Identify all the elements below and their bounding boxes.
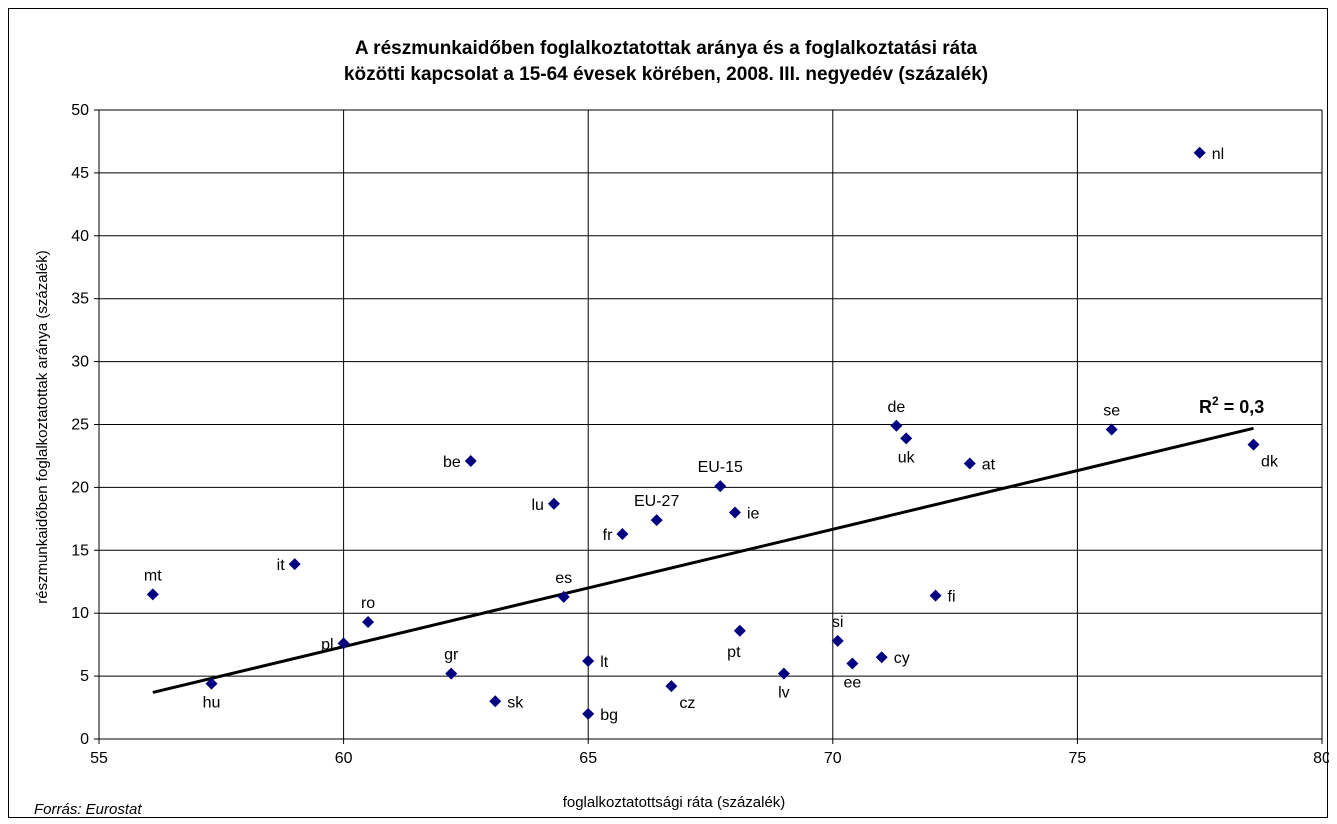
label-de: de [887,399,905,416]
x-tick-label: 75 [1069,750,1087,767]
label-pt: pt [727,644,741,661]
point-es [557,590,570,603]
y-tick-label: 50 [71,102,89,119]
label-at: at [982,456,996,473]
point-fi [929,589,942,602]
label-ee: ee [843,675,861,692]
label-ie: ie [747,506,760,523]
point-be [464,454,477,467]
point-bg [582,707,595,720]
point-at [963,457,976,470]
y-tick-label: 5 [80,668,89,685]
point-pt [733,624,746,637]
label-hu: hu [203,695,221,712]
point-labels: mt hu it pl ro gr be sk lu es lt bg fr EU-27 cz EU-15 ie… [144,146,1279,724]
point-ro [362,616,375,629]
point-se [1105,423,1118,436]
label-gr: gr [444,647,459,664]
trendline-group [152,426,1254,694]
x-tick-label: 65 [579,750,597,767]
point-nl [1193,146,1206,159]
y-tick-label: 15 [71,542,89,559]
point-hu [205,677,218,690]
point-eu-27 [650,514,663,527]
label-sk: sk [507,694,524,711]
point-lv [777,667,790,680]
x-tick-label: 60 [335,750,353,767]
y-tick-label: 35 [71,291,89,308]
y-tick-label: 10 [71,605,89,622]
y-tick-label: 40 [71,228,89,245]
point-si [831,634,844,647]
point-mt [146,588,159,601]
label-cz: cz [679,695,695,712]
point-de [890,419,903,432]
point-sk [489,695,502,708]
scatter-chart: 0 5 10 15 20 25 30 35 40 45 50 55 60 65 70 75 80 mt hu it p… [34,38,1329,818]
y-tick-label: 45 [71,165,89,182]
point-eu-15 [714,480,727,493]
label-es: es [555,570,572,587]
label-be: be [443,454,461,471]
label-ro: ro [361,595,375,612]
axes [94,109,1323,744]
chart-title-line-2: közötti kapcsolat a 15-64 évesek körében… [344,64,988,85]
label-uk: uk [898,449,916,466]
point-lu [547,497,560,510]
label-eu-27: EU-27 [634,493,679,510]
chart-title-line-1: A részmunkaidőben foglalkoztatottak arán… [355,38,978,59]
x-tick-label: 70 [824,750,842,767]
trendline [152,426,1254,694]
point-cy [875,651,888,664]
chart-frame: 0 5 10 15 20 25 30 35 40 45 50 55 60 65 70 75 80 mt hu it p… [8,8,1329,818]
point-gr [445,667,458,680]
point-ee [846,657,859,670]
gridlines [99,109,1323,739]
source-note: Forrás: Eurostat [34,801,142,818]
label-lv: lv [778,685,790,702]
label-nl: nl [1212,146,1224,163]
label-fr: fr [603,527,613,544]
label-mt: mt [144,567,162,584]
label-dk: dk [1261,454,1279,471]
x-axis-label: foglalkoztatottsági ráta (százalék) [563,794,786,811]
label-it: it [277,557,286,574]
point-ie [728,506,741,519]
tick-labels: 0 5 10 15 20 25 30 35 40 45 50 55 60 65 70 75 80 [71,102,1329,767]
data-points [146,146,1260,720]
y-tick-label: 30 [71,354,89,371]
x-tick-label: 80 [1313,750,1329,767]
label-cy: cy [894,650,910,667]
point-dk [1247,438,1260,451]
point-fr [616,527,629,540]
point-lt [582,655,595,668]
y-tick-label: 25 [71,417,89,434]
y-tick-label: 0 [80,731,89,748]
point-uk [900,432,913,445]
point-it [288,558,301,571]
r-squared-label: R2 = 0,3 [1199,394,1264,417]
point-pl [337,637,350,650]
label-lu: lu [532,497,544,514]
label-lt: lt [600,654,609,671]
label-pl: pl [321,636,333,653]
point-cz [665,680,678,693]
label-se: se [1103,403,1120,420]
label-si: si [832,614,844,631]
y-tick-label: 20 [71,479,89,496]
label-fi: fi [948,589,956,606]
x-tick-label: 55 [90,750,108,767]
y-axis-label: részmunkaidőben foglalkoztatottak aránya… [34,250,51,604]
label-bg: bg [600,707,618,724]
label-eu-15: EU-15 [698,459,743,476]
